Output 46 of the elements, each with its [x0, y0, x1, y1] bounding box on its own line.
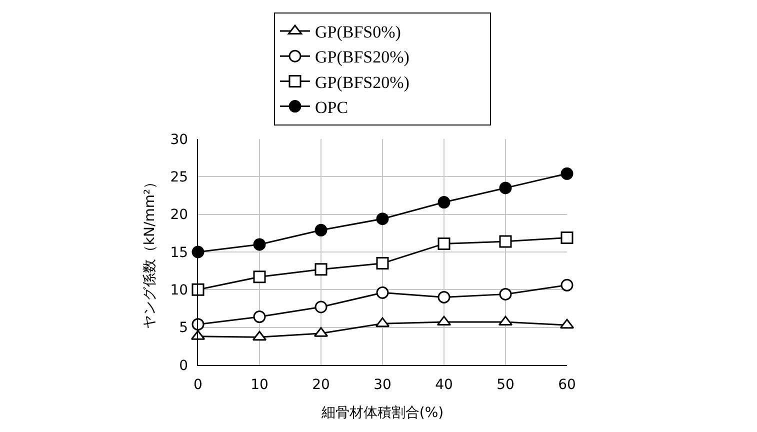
legend-label: GP(BFS0%)	[315, 22, 401, 42]
y-tick-label: 20	[170, 207, 188, 224]
point	[314, 300, 328, 314]
point	[560, 278, 574, 292]
point	[253, 310, 266, 324]
x-tick-label: 10	[250, 376, 268, 393]
x-tick-label: 60	[558, 376, 576, 393]
point	[314, 224, 328, 236]
point	[192, 318, 204, 331]
point	[560, 231, 574, 244]
y-tick-label: 10	[170, 282, 188, 299]
point	[438, 196, 450, 209]
legend-label: GP(BFS20%)	[315, 48, 410, 67]
y-tick-label: 0	[179, 358, 188, 374]
point	[375, 317, 390, 328]
point	[252, 330, 267, 341]
point	[192, 283, 204, 296]
y-tick-label: 5	[179, 320, 188, 336]
x-tick-label: 50	[496, 376, 514, 393]
point	[560, 318, 574, 329]
point	[253, 270, 266, 284]
point	[192, 246, 204, 258]
legend-label: GP(BFS20%)	[315, 72, 410, 92]
point	[560, 167, 574, 180]
point	[436, 316, 452, 326]
point	[376, 257, 389, 270]
point	[499, 235, 512, 248]
point	[498, 316, 513, 326]
point	[438, 290, 450, 304]
point	[499, 288, 512, 300]
legend-label: OPC	[315, 98, 348, 117]
x-tick-label: 30	[374, 376, 392, 393]
point	[438, 237, 450, 250]
point	[499, 182, 512, 194]
point	[314, 263, 328, 276]
x-axis-title: 細骨材体積割合(%)	[320, 405, 444, 422]
point	[376, 286, 389, 299]
y-tick-label: 15	[170, 244, 188, 261]
y-tick-label: 30	[170, 132, 188, 148]
x-tick-label: 0	[194, 376, 202, 393]
point	[376, 212, 389, 226]
x-tick-label: 40	[435, 376, 453, 393]
y-axis-title: ヤング係数（kN/mm²）	[142, 174, 158, 330]
x-tick-label: 20	[312, 376, 330, 393]
point	[253, 238, 266, 251]
y-tick-label: 25	[170, 170, 188, 186]
